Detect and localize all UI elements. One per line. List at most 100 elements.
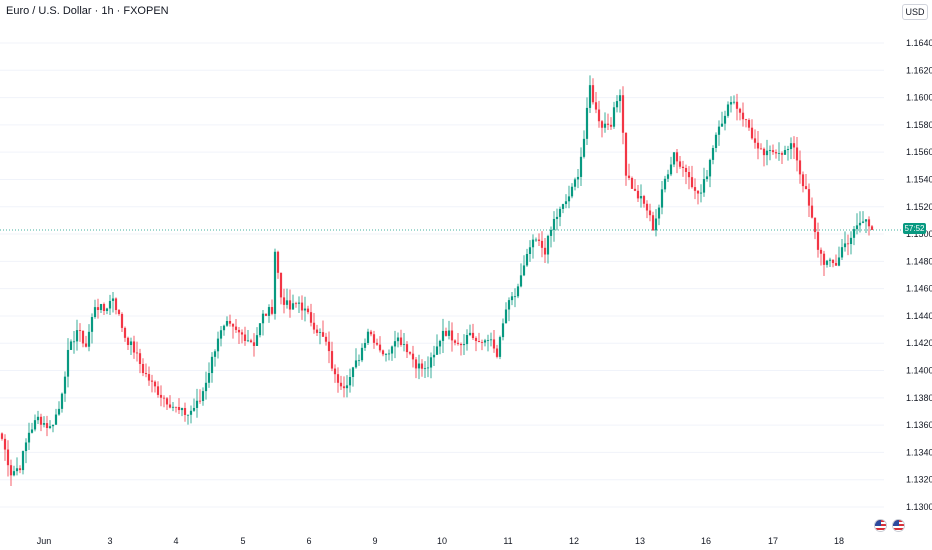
candle-body	[678, 161, 682, 167]
candle-body	[57, 408, 61, 415]
candle	[414, 357, 418, 379]
candle-body	[264, 313, 268, 316]
candle-body	[858, 222, 862, 226]
candle-body	[246, 340, 250, 342]
candle-body	[105, 308, 109, 312]
candle	[390, 345, 394, 361]
candle-body	[483, 340, 487, 343]
candle-body	[582, 138, 586, 157]
candle	[159, 385, 163, 407]
candle	[432, 345, 436, 366]
candle	[555, 208, 559, 231]
candle	[270, 299, 274, 316]
candle	[792, 136, 796, 159]
candle	[816, 222, 820, 258]
candle-body	[411, 353, 415, 360]
candle	[426, 356, 430, 378]
candle	[513, 288, 517, 308]
candle-body	[792, 143, 796, 148]
candle-body	[177, 407, 181, 411]
candle	[726, 101, 730, 118]
candle-body	[732, 101, 736, 103]
candle	[858, 211, 862, 233]
candle-body	[789, 143, 793, 150]
candle-body	[606, 123, 610, 125]
time-tick-label: 6	[306, 536, 311, 546]
time-tick-label: 10	[437, 536, 447, 546]
candle	[324, 332, 328, 346]
candle	[66, 338, 70, 388]
time-tick-label: 18	[834, 536, 844, 546]
candle	[510, 291, 514, 306]
candles	[0, 75, 874, 486]
candle	[786, 145, 790, 161]
candle	[762, 147, 766, 167]
candle	[294, 301, 298, 308]
candle	[819, 247, 823, 266]
candle-body	[306, 308, 310, 313]
candle-body	[780, 153, 784, 155]
candle-body	[525, 253, 529, 266]
price-tick-label: 1.13200	[906, 475, 932, 485]
candle	[573, 177, 577, 191]
candle-body	[120, 314, 124, 328]
candle-body	[111, 298, 115, 301]
us-flag-icon[interactable]	[892, 519, 905, 532]
candle	[756, 131, 760, 160]
candle-body	[663, 178, 667, 190]
candle	[405, 341, 409, 359]
candle	[633, 179, 637, 192]
candle-body	[180, 408, 184, 411]
candle	[252, 333, 256, 357]
candle-body	[450, 330, 454, 341]
candle-body	[501, 323, 505, 338]
candle-body	[312, 322, 316, 330]
candle	[606, 113, 610, 131]
candle-body	[384, 354, 388, 355]
candle-body	[633, 188, 637, 191]
candle	[375, 338, 379, 346]
candle-body	[543, 247, 547, 255]
candle	[645, 200, 649, 219]
candle	[459, 342, 463, 356]
candle	[525, 248, 529, 267]
candle	[531, 234, 535, 259]
candle	[618, 89, 622, 113]
candle	[381, 349, 385, 357]
candle-body	[54, 414, 58, 425]
candle-body	[435, 346, 439, 355]
price-tick-label: 1.14400	[906, 311, 932, 321]
candle-body	[366, 331, 370, 343]
candle	[150, 374, 154, 393]
currency-button[interactable]: USD	[902, 4, 928, 20]
candle	[492, 330, 496, 353]
candle	[669, 156, 673, 177]
candle	[144, 363, 148, 378]
price-tick-label: 1.14200	[906, 338, 932, 348]
us-flag-icon[interactable]	[874, 519, 887, 532]
candle	[384, 352, 388, 362]
candle	[24, 438, 28, 464]
candle-body	[654, 218, 658, 231]
candle-body	[90, 317, 94, 332]
candle	[402, 332, 406, 352]
candle	[0, 432, 4, 441]
candle-body	[693, 187, 697, 191]
candle	[474, 336, 478, 352]
candle-body	[534, 239, 538, 241]
candle	[540, 231, 544, 258]
candle-body	[360, 347, 364, 361]
time-tick-label: 11	[503, 536, 512, 546]
candle	[501, 318, 505, 341]
candle	[21, 450, 25, 475]
candle-body	[330, 351, 334, 369]
candle-body	[468, 332, 472, 335]
candle-body	[756, 142, 760, 149]
price-tick-label: 1.14800	[906, 256, 932, 266]
candle	[450, 322, 454, 352]
candle-body	[645, 203, 649, 211]
candle-body	[21, 451, 25, 471]
candle-body	[276, 251, 280, 273]
candle	[267, 304, 271, 323]
